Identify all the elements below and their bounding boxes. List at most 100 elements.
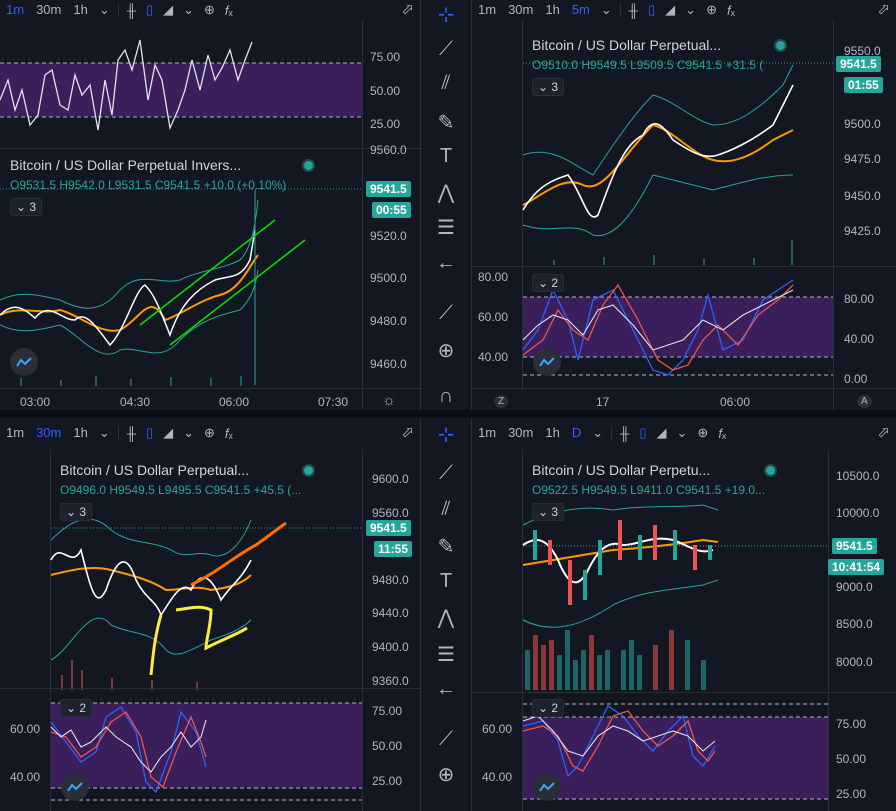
auto-scale-button[interactable]: A bbox=[857, 395, 872, 408]
expand-icon[interactable]: ⬀ bbox=[401, 424, 414, 441]
price-axis[interactable] bbox=[362, 20, 364, 410]
chevron-down-icon[interactable]: ⌄ bbox=[183, 425, 195, 440]
price-scale-label: 9460.0 bbox=[370, 357, 407, 371]
tradingview-logo-icon[interactable] bbox=[533, 773, 561, 801]
add-indicator-icon[interactable]: ⊕ bbox=[706, 2, 717, 17]
chart-pane-bottom-right[interactable]: 1m 30m 1h D ⌄ ╫ ▯ ◢ ⌄ ⊕ fₓ ⬀ bbox=[472, 420, 896, 811]
crosshair-icon[interactable]: ⊹ bbox=[437, 424, 455, 446]
price-axis[interactable] bbox=[828, 450, 830, 811]
trend-line-icon[interactable]: ⟋ bbox=[439, 38, 453, 60]
bar-style-icon[interactable]: ╫ bbox=[126, 425, 136, 441]
fib-icon[interactable]: ⫽ bbox=[441, 498, 451, 520]
timeframe-1h[interactable]: 1h bbox=[545, 425, 560, 440]
price-line bbox=[522, 84, 794, 218]
magnet-icon[interactable]: ∩ bbox=[438, 385, 454, 407]
timeframe-1h[interactable]: 1h bbox=[545, 2, 560, 17]
countdown-tag: 10:41:54 bbox=[828, 559, 885, 575]
fx-indicators-icon[interactable]: fₓ bbox=[718, 425, 727, 441]
legend-collapse[interactable]: ⌄ 3 bbox=[532, 78, 565, 96]
price-scale-label: 9440.0 bbox=[372, 606, 409, 620]
fx-indicators-icon[interactable]: fₓ bbox=[224, 425, 233, 441]
price-axis[interactable] bbox=[833, 20, 835, 410]
chart-pane-top-right[interactable]: 1m 30m 1h 5m ⌄ ╫ ▯ ◢ ⌄ ⊕ fₓ ⬀ Bitcoin / … bbox=[472, 0, 896, 410]
bar-style-icon[interactable]: ╫ bbox=[126, 2, 136, 18]
brush-icon[interactable]: ✎ bbox=[437, 536, 455, 558]
bollinger-lower bbox=[50, 617, 252, 661]
fx-indicators-icon[interactable]: fₓ bbox=[224, 2, 233, 18]
chevron-down-icon[interactable]: ⌄ bbox=[676, 425, 688, 440]
bar-style-icon[interactable]: ╫ bbox=[620, 425, 630, 441]
area-style-icon[interactable]: ◢ bbox=[656, 425, 667, 440]
timeframe-30m[interactable]: 30m bbox=[36, 2, 62, 17]
tradingview-logo-icon[interactable] bbox=[61, 773, 89, 801]
timeframe-1h[interactable]: 1h bbox=[73, 2, 88, 17]
timeframe-1m[interactable]: 1m bbox=[478, 2, 497, 17]
timeframe-1m[interactable]: 1m bbox=[6, 425, 25, 440]
candle-style-icon[interactable]: ▯ bbox=[648, 2, 656, 17]
chevron-down-icon[interactable]: ⌄ bbox=[600, 2, 612, 17]
timeframe-1m[interactable]: 1m bbox=[6, 2, 25, 17]
text-icon[interactable]: T bbox=[439, 570, 453, 592]
back-arrow-icon[interactable]: ← bbox=[436, 252, 456, 274]
chevron-down-icon[interactable]: ⌄ bbox=[685, 2, 697, 17]
chart-pane-top-left[interactable]: 1m 30m 1h ⌄ ╫ ▯ ◢ ⌄ ⊕ fₓ ⬀ Bitcoin / US bbox=[0, 0, 420, 410]
chart-pane-bottom-left[interactable]: 1m 30m 1h ⌄ ╫ ▯ ◢ ⌄ ⊕ fₓ ⬀ Bitcoin / US … bbox=[0, 420, 420, 811]
timeframe-1h[interactable]: 1h bbox=[73, 425, 88, 440]
legend-collapse[interactable]: ⌄ 3 bbox=[532, 503, 565, 521]
chevron-down-icon[interactable]: ⌄ bbox=[592, 425, 604, 440]
area-style-icon[interactable]: ◢ bbox=[163, 425, 174, 440]
expand-icon[interactable]: ⬀ bbox=[401, 1, 414, 18]
zoom-in-icon[interactable]: ⊕ bbox=[437, 764, 455, 786]
trend-line-icon[interactable]: ⟋ bbox=[439, 462, 453, 484]
brush-icon[interactable]: ✎ bbox=[437, 112, 455, 134]
crosshair-icon[interactable]: ⊹ bbox=[437, 4, 455, 26]
expand-icon[interactable]: ⬀ bbox=[877, 1, 890, 18]
timeframe-30m[interactable]: 30m bbox=[36, 425, 62, 440]
chevron-down-icon[interactable]: ⌄ bbox=[98, 425, 110, 440]
osc-legend-collapse[interactable]: ⌄ 2 bbox=[532, 274, 565, 292]
price-axis[interactable] bbox=[362, 450, 364, 811]
candle-style-icon[interactable]: ▯ bbox=[639, 425, 647, 440]
volume-bars bbox=[525, 630, 706, 690]
fx-indicators-icon[interactable]: fₓ bbox=[726, 2, 735, 18]
tradingview-logo-icon[interactable] bbox=[10, 348, 38, 376]
back-arrow-icon[interactable]: ← bbox=[436, 678, 456, 700]
candle-style-icon[interactable]: ▯ bbox=[145, 425, 154, 440]
fib-icon[interactable]: ⫽ bbox=[441, 72, 451, 94]
osc-legend-collapse[interactable]: ⌄ 2 bbox=[532, 699, 565, 717]
timeframe-30m[interactable]: 30m bbox=[508, 2, 534, 17]
timeframe-5m[interactable]: 5m bbox=[571, 2, 590, 17]
chevron-down-icon: ⌄ bbox=[538, 701, 549, 715]
text-icon[interactable]: T bbox=[439, 145, 453, 167]
bar-style-icon[interactable]: ╫ bbox=[628, 2, 639, 18]
measure-icon[interactable]: ☰ bbox=[437, 644, 455, 666]
pattern-icon[interactable]: ⋀ bbox=[437, 607, 455, 629]
area-style-icon[interactable]: ◢ bbox=[163, 2, 174, 17]
zoom-in-icon[interactable]: ⊕ bbox=[437, 340, 455, 362]
chart-title: Bitcoin / US Dollar Perpetual... bbox=[60, 462, 250, 478]
candle-style-icon[interactable]: ▯ bbox=[145, 2, 154, 17]
separator bbox=[472, 266, 896, 267]
tradingview-logo-icon[interactable] bbox=[533, 348, 561, 376]
legend-collapse[interactable]: ⌄ 3 bbox=[10, 198, 43, 216]
settings-gear-icon[interactable]: ☼ bbox=[382, 392, 396, 409]
timeframe-D[interactable]: D bbox=[571, 425, 582, 440]
add-indicator-icon[interactable]: ⊕ bbox=[204, 425, 215, 440]
price-scale-label: 10000.0 bbox=[836, 506, 880, 520]
zoom-toggle-button[interactable]: Z bbox=[494, 395, 509, 408]
ruler-icon[interactable]: ⟋ bbox=[439, 302, 453, 324]
add-indicator-icon[interactable]: ⊕ bbox=[204, 2, 215, 17]
add-indicator-icon[interactable]: ⊕ bbox=[697, 425, 709, 440]
chevron-down-icon[interactable]: ⌄ bbox=[98, 2, 110, 17]
ruler-icon[interactable]: ⟋ bbox=[439, 728, 453, 750]
osc-legend-collapse[interactable]: ⌄ 2 bbox=[60, 699, 93, 717]
pattern-icon[interactable]: ⋀ bbox=[437, 182, 455, 204]
timeframe-1m[interactable]: 1m bbox=[478, 425, 497, 440]
expand-icon[interactable]: ⬀ bbox=[877, 424, 890, 441]
legend-collapse[interactable]: ⌄ 3 bbox=[60, 503, 93, 521]
chevron-down-icon[interactable]: ⌄ bbox=[183, 2, 195, 17]
area-style-icon[interactable]: ◢ bbox=[665, 2, 676, 17]
price-scale-label: 9000.0 bbox=[836, 580, 873, 594]
timeframe-30m[interactable]: 30m bbox=[508, 425, 534, 440]
measure-icon[interactable]: ☰ bbox=[437, 217, 455, 239]
